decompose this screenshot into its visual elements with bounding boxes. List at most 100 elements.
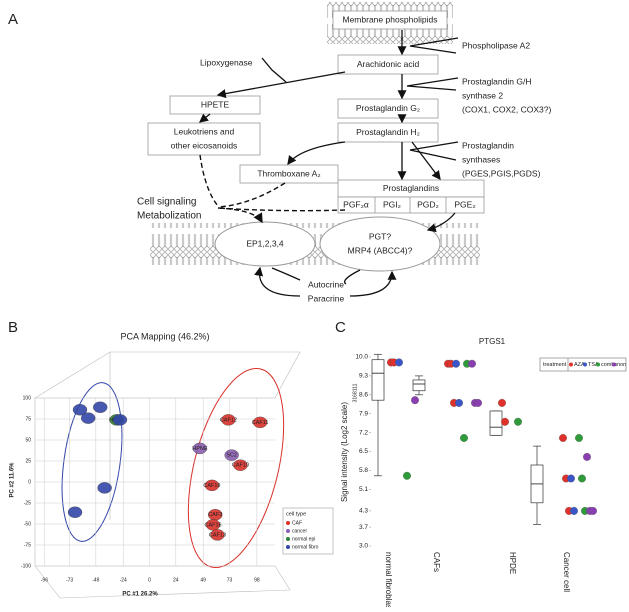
node-label: Membrane phospholipids (343, 14, 438, 24)
node-label: Leukotriens and (174, 126, 235, 136)
node-label: Metabolization (137, 211, 201, 222)
node-label: Prostaglandin G₂ (356, 103, 420, 113)
y-tick-label: 4.3 (359, 508, 368, 515)
y-tick-label: 0 (28, 479, 31, 485)
dot (583, 452, 591, 461)
node-label: PGT? (369, 231, 391, 241)
pathway-diagram: Membrane phospholipids Phospholipase A2 … (137, 2, 551, 303)
dot (570, 506, 578, 515)
x-tick-label: 0 (148, 577, 151, 583)
enzyme-label: synthase 2 (462, 90, 503, 100)
point-label: CAF10 (232, 463, 249, 469)
legend-title: treatment (543, 362, 567, 368)
enzyme-label: synthases (462, 154, 500, 164)
point-label: CAF12 (220, 417, 237, 423)
enzyme-label: Prostaglandin (462, 140, 514, 150)
node-label: PGE₂ (454, 199, 475, 209)
x-tick-label: 24 (173, 577, 179, 583)
y-tick-label: 7.9 (359, 410, 368, 417)
y-tick-label: -100 (21, 563, 31, 569)
node-label: PGD₂ (417, 199, 439, 209)
x-tick-label: normal fibroblast (384, 552, 393, 607)
x-tick-label: 73 (227, 577, 233, 583)
enzyme-label: Lipoxygenase (200, 57, 253, 67)
point-label: HPNE (192, 446, 208, 452)
node-label: Paracrine (308, 293, 345, 303)
point (112, 414, 128, 426)
box (412, 379, 426, 392)
dot (567, 474, 575, 483)
legend-label: TSA (588, 362, 599, 368)
point (205, 519, 221, 531)
point (233, 459, 248, 471)
node-label: Arachidonic acid (357, 59, 420, 69)
y-tick-label: 10.0 (355, 354, 368, 361)
point (204, 479, 220, 492)
legend-label: combs (601, 362, 617, 368)
point (93, 401, 108, 413)
y-tick-label: 7.2 (359, 429, 368, 436)
node-label: Prostaglandin H₂ (356, 127, 420, 137)
receptor (214, 221, 316, 267)
arrows (198, 30, 459, 297)
dot (589, 506, 597, 515)
legend-label: cancer (292, 528, 307, 534)
enzyme-label: (COX1, COX2, COX3?) (462, 104, 551, 114)
node-box (332, 10, 448, 30)
point-label: SC2 (226, 453, 237, 459)
box (371, 359, 385, 401)
dot (498, 398, 506, 407)
y-tick-label: -50 (24, 521, 31, 527)
point-label: CAF3 (208, 512, 222, 518)
dot (578, 474, 586, 483)
panel-label: A (8, 11, 18, 28)
charts: PCA Mapping (46.2%) PC #1 26.2% PC #2 11.6… (10, 331, 627, 612)
x-tick-label: -73 (66, 577, 73, 583)
panel-label: B (8, 319, 18, 336)
point (252, 416, 268, 429)
point (80, 412, 96, 424)
node-box (169, 95, 261, 115)
node-box (147, 122, 261, 156)
dot (474, 398, 482, 407)
pca-frame (33, 351, 301, 599)
y-tick-label: 9.3 (359, 373, 368, 380)
point (72, 404, 88, 416)
legend-swatch (612, 362, 616, 367)
dot (460, 434, 468, 442)
chart-title: PTGS1 (479, 337, 506, 346)
node-label: Autocrine (308, 279, 344, 289)
y-tick-label: 8.6 (359, 392, 368, 399)
y-tick-label: 5.8 (359, 467, 368, 474)
x-tick-label: -96 (41, 577, 48, 583)
y-tick-label: 100 (23, 395, 32, 401)
legend-label: normal fibro (292, 544, 319, 550)
node-label: EP1,2,3,4 (246, 238, 284, 248)
point-label: CAF16 (204, 522, 221, 528)
point (67, 506, 83, 518)
node-box (337, 98, 439, 119)
point (210, 529, 225, 541)
legend-swatch (286, 545, 290, 549)
node-label: other eicosanoids (171, 140, 238, 150)
x-axis-label: PC #1 26.2% (122, 592, 158, 598)
legend-label: CAF (292, 520, 302, 526)
y-tick-label: 3.7 (359, 524, 368, 531)
x-tick-label: Cancer cell (562, 552, 571, 592)
chart-title: PCA Mapping (46.2%) (120, 331, 209, 341)
dot (452, 359, 460, 368)
x-tick-label: -49 (92, 577, 99, 583)
y-tick-label: 75 (25, 416, 31, 422)
point (221, 414, 236, 426)
enzyme-label: (PGES,PGIS,PGDS) (462, 168, 541, 178)
y-tick-label: -25 (24, 500, 31, 506)
legend-label: normal epi (292, 536, 315, 542)
box (489, 410, 503, 436)
dot (403, 471, 411, 480)
dot (514, 417, 522, 426)
probe-id: 3168111 (352, 383, 358, 402)
enzyme-label: Phospholipase A2 (462, 40, 530, 50)
panel-label: C (335, 319, 346, 336)
y-tick-label: 25 (25, 458, 31, 464)
